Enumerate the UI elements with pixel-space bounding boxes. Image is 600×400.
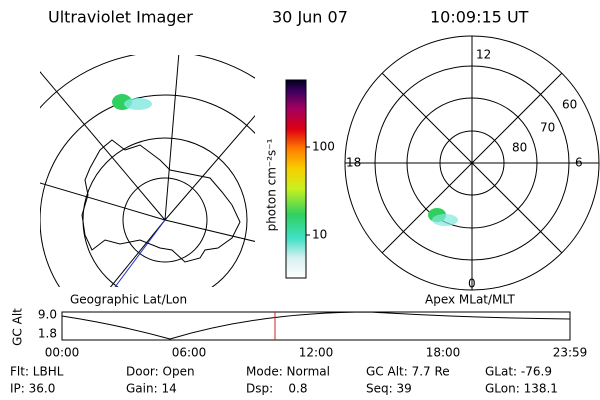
geo-map [40, 55, 255, 287]
colorbar-label: photon cm⁻²s⁻¹ [265, 138, 279, 231]
info-field: Dsp: 0.8 [246, 382, 308, 396]
colorbar-tick: 10 [312, 228, 327, 242]
altitude-tick: 1.8 [38, 327, 57, 341]
info-field: GLon: 138.1 [485, 382, 558, 396]
altitude-label: GC Alt [11, 308, 25, 346]
mlt-label: 12 [476, 48, 491, 62]
info-field: GLat: -76.9 [485, 365, 552, 379]
altitude-x-tick: 18:00 [426, 346, 461, 360]
info-field: Flt: LBHL [10, 365, 64, 379]
altitude-x-tick: 00:00 [45, 346, 80, 360]
mlt-label: 6 [575, 156, 583, 170]
altitude-curve [61, 311, 571, 340]
altitude-x-tick: 12:00 [299, 346, 334, 360]
altitude-x-tick: 23:59 [553, 346, 588, 360]
info-field: IP: 36.0 [10, 382, 55, 396]
mlat-label: 80 [512, 141, 527, 155]
time: 10:09:15 UT [430, 8, 529, 27]
mlat-label: 60 [562, 98, 577, 112]
info-field: Gain: 14 [126, 382, 177, 396]
altitude-x-tick: 06:00 [172, 346, 207, 360]
panel-label: Geographic Lat/Lon [70, 293, 187, 307]
mlt-label: 18 [346, 156, 361, 170]
colorbar [285, 79, 307, 279]
title: Ultraviolet Imager [48, 8, 193, 27]
altitude-frame [61, 311, 571, 341]
info-field: GC Alt: 7.7 Re [366, 365, 450, 379]
mlat-label: 70 [540, 121, 555, 135]
mlt-grid [344, 35, 600, 291]
info-field: Door: Open [126, 365, 195, 379]
date: 30 Jun 07 [272, 8, 348, 27]
info-field: Mode: Normal [246, 365, 330, 379]
mlt-label: 0 [468, 277, 476, 291]
info-field: Seq: 39 [366, 382, 412, 396]
altitude-tick: 9.0 [38, 308, 57, 322]
colorbar-tick: 100 [312, 140, 335, 154]
panel-label: Apex MLat/MLT [425, 293, 515, 307]
